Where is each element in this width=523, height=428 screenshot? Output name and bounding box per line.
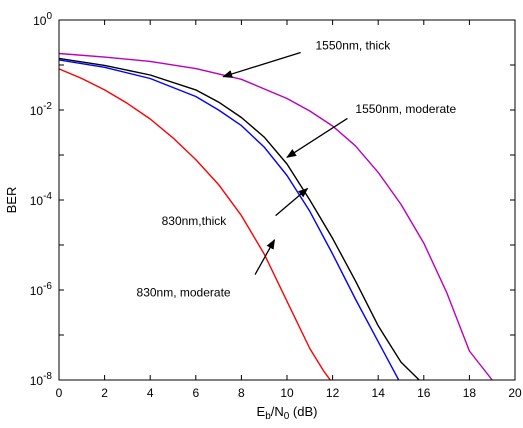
annotation-arrow-1	[222, 51, 301, 78]
annotation-arrow-2	[286, 117, 348, 158]
annotation-label-3: 830nm,thick	[162, 214, 228, 228]
y-axis: 100 10-2 10-4 10-6 10-8	[30, 11, 515, 388]
y-tick-label: 10-4	[30, 191, 53, 208]
x-axis-title-mid: /N	[271, 404, 284, 419]
y-tick-label: 100	[33, 11, 52, 28]
y-tick-label: 10-2	[30, 101, 53, 118]
annotation-label-2: 1550nm, moderate	[355, 102, 456, 116]
annotation-label-1: 1550nm, thick	[316, 39, 392, 53]
series-line-2	[59, 57, 420, 380]
x-axis-title-sub1: b	[265, 411, 271, 422]
plot-area	[59, 20, 515, 380]
y-tick-label: 10-8	[30, 371, 53, 388]
x-tick-label: 18	[463, 386, 477, 400]
annotation-layer: 1550nm, thick 1550nm, moderate 830nm,thick…	[137, 39, 457, 300]
x-axis-title-tail: (dB)	[289, 404, 317, 419]
x-tick-label: 20	[508, 386, 522, 400]
annotation-label-4: 830nm, moderate	[137, 286, 231, 300]
x-axis-title-sub2: 0	[284, 411, 290, 422]
plot-background	[59, 20, 515, 380]
series-line-1	[59, 52, 493, 380]
annotation-arrow-4	[254, 238, 276, 275]
x-axis: 0 2 4 6 8 10 12 14 16 18 20	[56, 20, 522, 400]
x-tick-label: 2	[101, 386, 108, 400]
series-layer	[59, 52, 493, 380]
series-line-4	[59, 68, 331, 380]
x-tick-label: 8	[238, 386, 245, 400]
annotation-arrow-3	[275, 187, 309, 217]
x-tick-label: 4	[147, 386, 154, 400]
x-tick-label: 10	[280, 386, 294, 400]
y-tick-label: 10-6	[30, 281, 53, 298]
x-tick-label: 6	[192, 386, 199, 400]
x-tick-label: 14	[372, 386, 386, 400]
x-axis-title-main: E	[257, 404, 266, 419]
x-tick-label: 0	[56, 386, 63, 400]
y-axis-title: BER	[4, 187, 19, 214]
x-axis-title: Eb/N0 (dB)	[257, 404, 318, 422]
x-tick-label: 16	[417, 386, 431, 400]
x-tick-label: 12	[326, 386, 340, 400]
series-line-3	[59, 59, 400, 380]
